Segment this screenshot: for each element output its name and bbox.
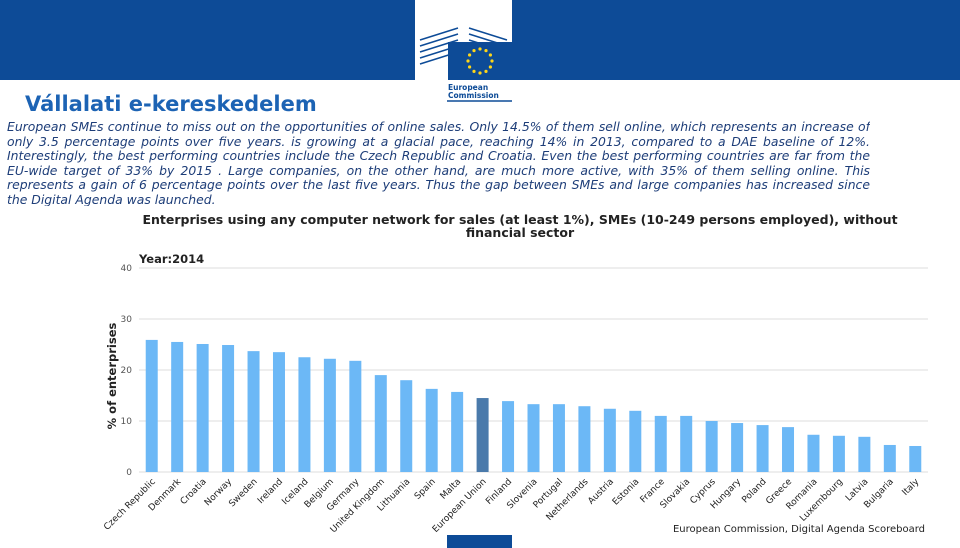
star	[484, 69, 488, 73]
bar	[349, 360, 362, 472]
bar	[374, 375, 387, 472]
x-tick-label: Spain	[413, 477, 438, 502]
x-tick-label: Sweden	[227, 477, 259, 509]
bar	[756, 425, 769, 472]
flag-stars	[466, 47, 494, 75]
bar	[527, 404, 540, 472]
y-tick-label: 30	[121, 315, 133, 325]
star	[472, 49, 476, 53]
bar	[425, 388, 438, 472]
bar	[145, 339, 158, 472]
star	[484, 49, 488, 53]
bar	[196, 343, 209, 472]
bar	[883, 444, 896, 472]
star	[466, 59, 470, 63]
star	[478, 47, 482, 51]
bar	[603, 408, 616, 472]
bar	[782, 427, 795, 472]
star	[488, 65, 492, 69]
bar	[705, 421, 718, 472]
bar	[323, 358, 336, 472]
logo-text: European	[448, 83, 488, 92]
y-tick-label: 10	[121, 417, 133, 427]
bar	[731, 423, 744, 472]
bar	[909, 445, 922, 472]
slide-title: Vállalati e-kereskedelem	[25, 92, 317, 116]
source: European Commission, Digital Agenda Scor…	[673, 524, 925, 535]
bar	[578, 406, 591, 472]
chart-subtitle: Year:2014	[138, 252, 204, 266]
body-text: European SMEs continue to miss out on th…	[7, 120, 870, 206]
y-tick-label: 20	[121, 366, 133, 376]
y-axis-label: % of enterprises	[105, 322, 119, 429]
star	[468, 53, 472, 57]
bar	[451, 391, 464, 472]
bar	[832, 435, 845, 472]
bar	[400, 380, 413, 472]
x-tick-label: Estonia	[611, 477, 642, 508]
bar	[171, 341, 184, 472]
bar	[858, 436, 871, 472]
bar	[807, 434, 820, 472]
star	[488, 53, 492, 57]
bar	[222, 345, 235, 472]
logo-text: Commission	[448, 91, 499, 100]
star	[478, 71, 482, 75]
x-tick-label: Italy	[901, 477, 922, 498]
bar	[502, 401, 515, 472]
bar	[298, 357, 311, 472]
y-tick-label: 0	[126, 468, 132, 478]
y-tick-label: 40	[121, 264, 133, 274]
star	[490, 59, 494, 63]
star	[468, 65, 472, 69]
footer-tab	[447, 535, 512, 548]
bar	[654, 415, 667, 472]
bar	[247, 351, 260, 472]
star	[472, 69, 476, 73]
x-tick-label: Ireland	[256, 477, 285, 506]
bar	[680, 415, 693, 472]
bar	[272, 352, 285, 472]
bar	[629, 410, 642, 472]
bar	[476, 398, 489, 472]
chart-title: Enterprises using any computer network f…	[142, 212, 898, 240]
bar	[552, 404, 565, 472]
